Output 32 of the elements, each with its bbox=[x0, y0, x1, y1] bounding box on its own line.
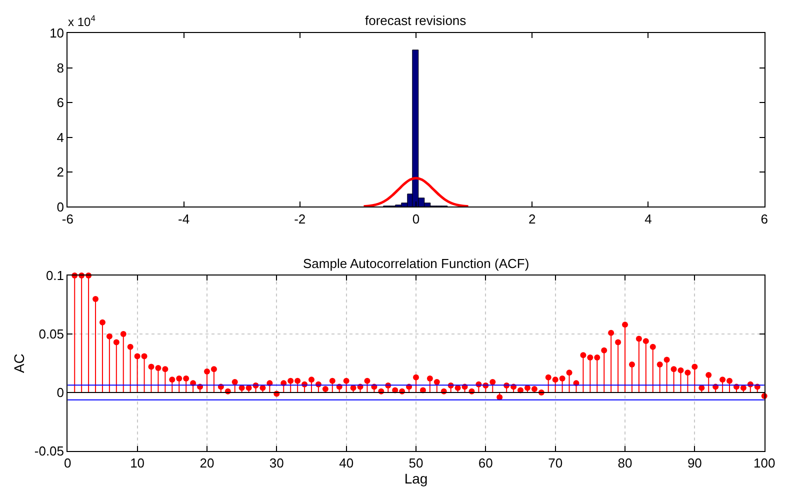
y-tick-label: 4 bbox=[56, 130, 64, 145]
x-tick-label: 100 bbox=[753, 456, 776, 471]
y-tick-label: 8 bbox=[56, 60, 64, 76]
x-tick-label: -2 bbox=[294, 211, 306, 226]
x-tick-label: -6 bbox=[62, 211, 74, 226]
x-axis-title: Lag bbox=[404, 470, 428, 487]
y-axis-title: AC bbox=[11, 354, 28, 374]
x-tick-label: 90 bbox=[687, 456, 702, 471]
x-tick-label: 20 bbox=[200, 456, 214, 471]
x-tick-label: 2 bbox=[528, 211, 536, 226]
y-tick-label: 0 bbox=[56, 199, 64, 214]
y-tick-label: 2 bbox=[56, 164, 64, 180]
x-tick-label: -4 bbox=[178, 211, 190, 226]
x-tick-label: 80 bbox=[618, 456, 632, 471]
x-tick-label: 50 bbox=[408, 456, 424, 471]
y-tick-label: 0.1 bbox=[46, 268, 64, 284]
x-tick-label: 30 bbox=[269, 456, 284, 471]
chart-title: Sample Autocorrelation Function (ACF) bbox=[303, 256, 530, 271]
x-tick-label: 60 bbox=[478, 456, 493, 471]
x-tick-label: 0 bbox=[412, 211, 420, 226]
y-tick-label: 6 bbox=[56, 95, 64, 110]
text: x 10$^{4}$ bbox=[68, 13, 96, 30]
chart-title: forecast revisions bbox=[365, 13, 467, 28]
y-tick-label: 0 bbox=[56, 385, 64, 400]
y-tick-label: -0.05 bbox=[34, 444, 64, 459]
x-tick-label: 6 bbox=[760, 211, 768, 226]
x-tick-label: 70 bbox=[548, 456, 563, 471]
x-tick-label: 40 bbox=[339, 456, 354, 471]
x-tick-label: 10 bbox=[130, 456, 145, 471]
y-tick-label: 0.05 bbox=[38, 326, 64, 342]
x-tick-label: 4 bbox=[644, 211, 652, 226]
y-tick-label: 10 bbox=[50, 26, 64, 41]
